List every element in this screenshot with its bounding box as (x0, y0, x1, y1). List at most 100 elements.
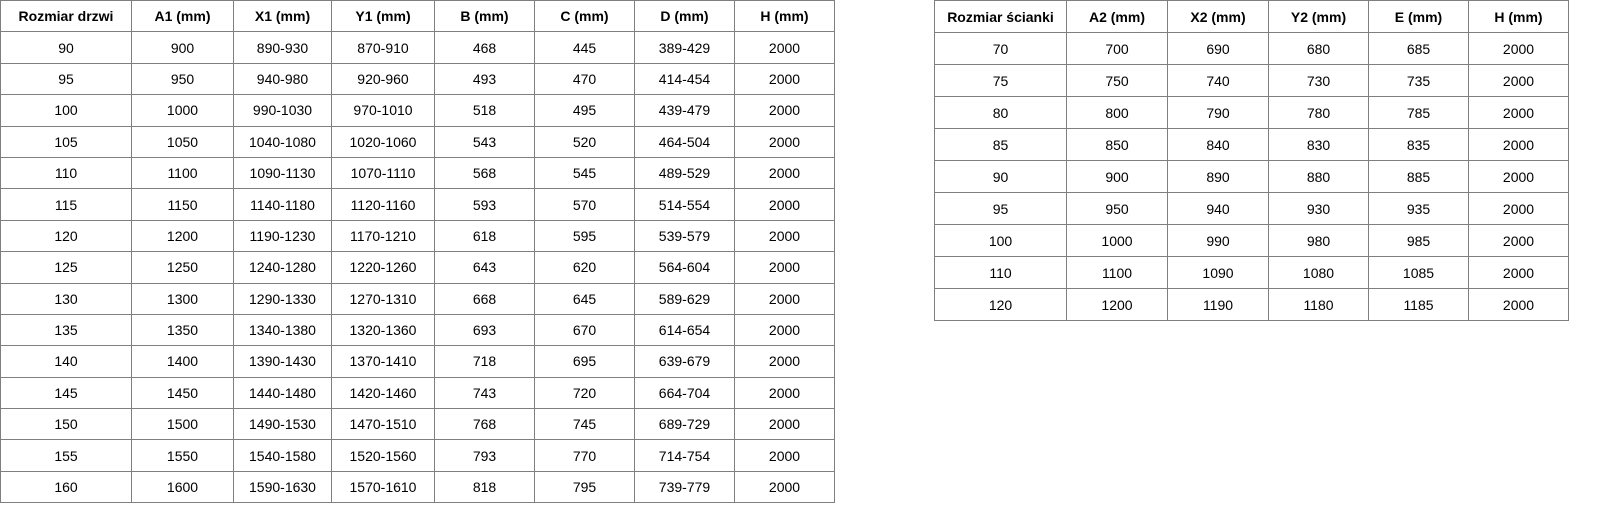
table-cell: 489-529 (634, 156, 735, 190)
table-cell: 1020-1060 (331, 125, 435, 158)
table-cell: 745 (534, 408, 635, 441)
column-header: C (mm) (534, 0, 635, 33)
table-cell: 770 (534, 439, 635, 472)
table-cell: 1290-1330 (233, 282, 332, 315)
table-cell: 680 (1268, 32, 1369, 65)
table-row: 70 700 690 680 685 2000 (934, 32, 1569, 65)
table-cell: 135 (0, 313, 132, 347)
table-cell: 720 (534, 376, 635, 410)
table-cell: 110 (0, 156, 132, 190)
table-cell: 100 (0, 94, 132, 127)
table-cell: 900 (131, 31, 234, 64)
table-cell: 1420-1460 (331, 376, 435, 410)
table-cell: 493 (434, 62, 535, 96)
table-cell: 2000 (734, 31, 835, 64)
table-cell: 564-604 (634, 251, 735, 284)
column-header: E (mm) (1368, 0, 1469, 33)
table-cell: 1190 (1167, 288, 1269, 321)
table-cell: 768 (434, 408, 535, 441)
table-row: 140 1400 1390-1430 1370-1410 718 695 639-679 20… (0, 345, 835, 378)
table-cell: 125 (0, 251, 132, 284)
table-cell: 940-980 (233, 62, 332, 96)
table-cell: 850 (1066, 128, 1168, 161)
table-cell: 664-704 (634, 376, 735, 410)
table-cell: 2000 (1468, 224, 1569, 257)
table-cell: 930 (1268, 192, 1369, 225)
table-cell: 1150 (131, 188, 234, 221)
table-cell: 105 (0, 125, 132, 158)
table-cell: 85 (934, 128, 1067, 161)
table-cell: 95 (0, 62, 132, 96)
table-cell: 645 (534, 282, 635, 315)
table-cell: 730 (1268, 64, 1369, 97)
table-cell: 90 (0, 31, 132, 64)
table-cell: 445 (534, 31, 635, 64)
table-cell: 2000 (734, 219, 835, 253)
table-cell: 520 (534, 125, 635, 158)
table-row: 120 1200 1190 1180 1185 2000 (934, 288, 1569, 321)
table-cell: 1590-1630 (233, 470, 332, 504)
table-header-row: Rozmiar drzwi A1 (mm) X1 (mm) Y1 (mm) B (mm)… (0, 0, 835, 33)
table-cell: 900 (1066, 160, 1168, 193)
table-cell: 739-779 (634, 470, 735, 504)
table-cell: 439-479 (634, 94, 735, 127)
table-cell: 840 (1167, 128, 1269, 161)
table-cell: 464-504 (634, 125, 735, 158)
table-cell: 110 (934, 256, 1067, 289)
table-cell: 1040-1080 (233, 125, 332, 158)
table-cell: 593 (434, 188, 535, 221)
table-cell: 2000 (1468, 128, 1569, 161)
table-cell: 1200 (131, 219, 234, 253)
table-cell: 985 (1368, 224, 1469, 257)
table-cell: 830 (1268, 128, 1369, 161)
column-header: A1 (mm) (131, 0, 234, 33)
table-cell: 160 (0, 470, 132, 504)
table-row: 75 750 740 730 735 2000 (934, 64, 1569, 97)
table-cell: 1050 (131, 125, 234, 158)
table-cell: 950 (1066, 192, 1168, 225)
table-cell: 1490-1530 (233, 408, 332, 441)
table-cell: 1090-1130 (233, 156, 332, 190)
table-cell: 1450 (131, 376, 234, 410)
table-cell: 743 (434, 376, 535, 410)
table-cell: 1570-1610 (331, 470, 435, 504)
table-cell: 1440-1480 (233, 376, 332, 410)
table-cell: 780 (1268, 96, 1369, 129)
table-cell: 870-910 (331, 31, 435, 64)
table-cell: 95 (934, 192, 1067, 225)
table-cell: 920-960 (331, 62, 435, 96)
table-cell: 2000 (734, 125, 835, 158)
table-cell: 1370-1410 (331, 345, 435, 378)
table-row: 95 950 940-980 920-960 493 470 414-454 2000 (0, 62, 835, 96)
table-cell: 990-1030 (233, 94, 332, 127)
table-cell: 2000 (734, 188, 835, 221)
table-cell: 514-554 (634, 188, 735, 221)
table-cell: 689-729 (634, 408, 735, 441)
table-cell: 120 (934, 288, 1067, 321)
table-cell: 885 (1368, 160, 1469, 193)
table-row: 80 800 790 780 785 2000 (934, 96, 1569, 129)
column-header: B (mm) (434, 0, 535, 33)
table-cell: 115 (0, 188, 132, 221)
table-cell: 890 (1167, 160, 1269, 193)
table-cell: 670 (534, 313, 635, 347)
table-cell: 2000 (734, 251, 835, 284)
table-cell: 1340-1380 (233, 313, 332, 347)
table-row: 155 1550 1540-1580 1520-1560 793 770 714-754 20… (0, 439, 835, 472)
table-cell: 1350 (131, 313, 234, 347)
table-cell: 75 (934, 64, 1067, 97)
table-cell: 818 (434, 470, 535, 504)
table-row: 135 1350 1340-1380 1320-1360 693 670 614-654 20… (0, 313, 835, 347)
table-cell: 1500 (131, 408, 234, 441)
table-cell: 668 (434, 282, 535, 315)
table-cell: 1300 (131, 282, 234, 315)
table-cell: 940 (1167, 192, 1269, 225)
table-cell: 1085 (1368, 256, 1469, 289)
table-cell: 685 (1368, 32, 1469, 65)
table-cell: 2000 (1468, 192, 1569, 225)
table-cell: 414-454 (634, 62, 735, 96)
table-cell: 543 (434, 125, 535, 158)
table-cell: 389-429 (634, 31, 735, 64)
table-cell: 2000 (734, 345, 835, 378)
table-cell: 970-1010 (331, 94, 435, 127)
